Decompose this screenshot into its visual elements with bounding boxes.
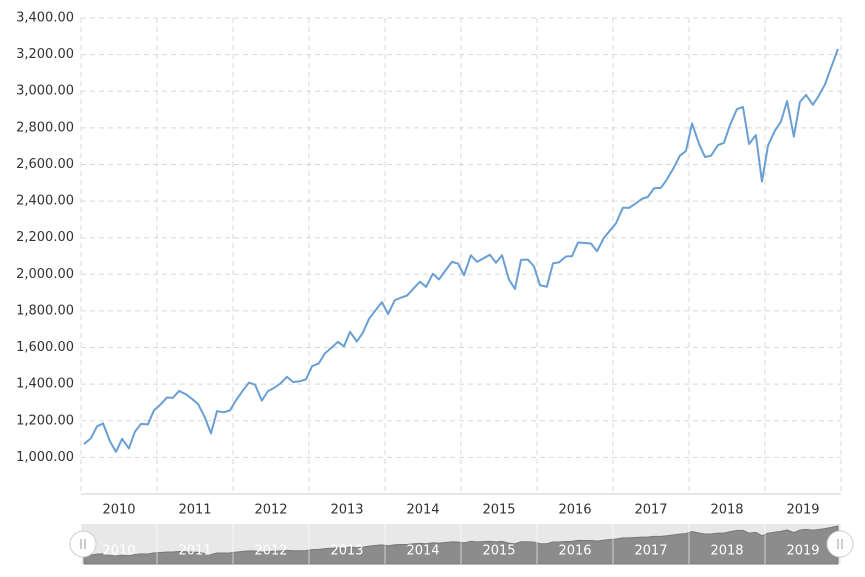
series-line xyxy=(83,48,839,453)
y-tick-label: 2,000.00 xyxy=(16,267,74,282)
x-tick-label: 2013 xyxy=(330,503,363,518)
y-tick-label: 1,200.00 xyxy=(16,413,74,428)
navigator-label: 2010 xyxy=(102,544,135,559)
navigator-label: 2018 xyxy=(710,544,743,559)
navigator-label: 2014 xyxy=(406,544,439,559)
y-tick-label: 3,000.00 xyxy=(16,84,74,99)
x-tick-label: 2016 xyxy=(558,503,591,518)
x-tick-label: 2011 xyxy=(178,503,211,518)
navigator-handle[interactable] xyxy=(826,530,854,558)
navigator-label: 2016 xyxy=(558,544,591,559)
y-tick-label: 2,600.00 xyxy=(16,157,74,172)
navigator-label: 2019 xyxy=(786,544,819,559)
x-tick-label: 2015 xyxy=(482,503,515,518)
navigator-label: 2012 xyxy=(254,544,287,559)
y-tick-label: 1,800.00 xyxy=(16,303,74,318)
y-tick-label: 3,200.00 xyxy=(16,47,74,62)
navigator-label: 2011 xyxy=(178,544,211,559)
x-tick-label: 2017 xyxy=(634,503,667,518)
x-tick-label: 2012 xyxy=(254,503,287,518)
navigator-label: 2017 xyxy=(634,544,667,559)
y-tick-label: 1,400.00 xyxy=(16,377,74,392)
x-tick-label: 2018 xyxy=(710,503,743,518)
navigator-label: 2015 xyxy=(482,544,515,559)
x-tick-label: 2014 xyxy=(406,503,439,518)
y-tick-label: 2,400.00 xyxy=(16,194,74,209)
y-tick-label: 3,400.00 xyxy=(16,11,74,26)
y-tick-label: 2,200.00 xyxy=(16,230,74,245)
x-tick-label: 2019 xyxy=(786,503,819,518)
y-tick-label: 1,600.00 xyxy=(16,340,74,355)
y-tick-label: 2,800.00 xyxy=(16,120,74,135)
navigator-label: 2013 xyxy=(330,544,363,559)
y-tick-label: 1,000.00 xyxy=(16,450,74,465)
x-tick-label: 2010 xyxy=(102,503,135,518)
navigator-handle[interactable] xyxy=(69,530,97,558)
